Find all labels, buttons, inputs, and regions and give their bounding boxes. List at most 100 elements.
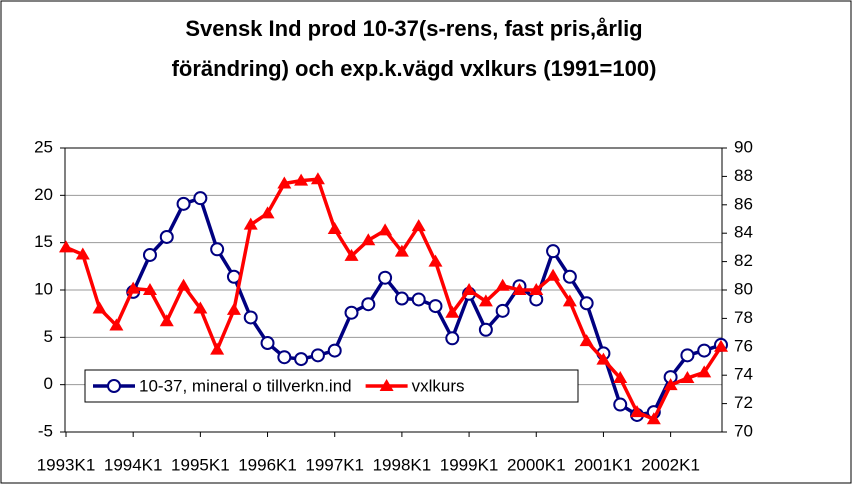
x-tick-label: 1996K1: [238, 455, 297, 474]
marker: [159, 314, 174, 327]
marker: [529, 292, 544, 307]
marker: [646, 412, 661, 425]
marker: [310, 348, 325, 363]
y-tick-label: 5: [44, 327, 53, 346]
marker: [613, 397, 628, 412]
y-tick-label: -5: [38, 421, 53, 440]
marker: [462, 283, 477, 295]
marker: [294, 173, 309, 186]
marker: [59, 240, 73, 253]
marker: [142, 247, 157, 262]
y2-tick-label: 74: [734, 365, 753, 384]
marker: [142, 283, 157, 295]
marker: [411, 292, 426, 307]
marker: [546, 244, 561, 259]
y2-tick-label: 80: [734, 279, 753, 298]
legend-box: [84, 369, 579, 403]
x-tick-label: 2001K1: [574, 455, 633, 474]
marker: [378, 223, 393, 236]
marker: [277, 350, 292, 365]
marker: [630, 405, 645, 418]
marker: [193, 191, 208, 206]
marker: [260, 206, 275, 219]
y-tick-label: 0: [44, 374, 53, 393]
marker: [495, 278, 510, 291]
x-tick-label: 2002K1: [641, 455, 700, 474]
marker: [193, 301, 208, 314]
marker: [176, 196, 191, 211]
marker: [529, 283, 544, 295]
marker: [361, 297, 376, 312]
marker: [546, 268, 561, 281]
marker: [176, 278, 191, 291]
marker: [378, 270, 393, 285]
y2-tick-label: 88: [734, 166, 753, 185]
marker: [428, 299, 443, 314]
y2-tick-label: 86: [734, 194, 753, 213]
marker: [394, 244, 409, 257]
marker: [243, 217, 258, 230]
marker: [159, 229, 174, 244]
y2-tick-label: 90: [734, 137, 753, 156]
marker: [379, 379, 394, 391]
marker: [327, 221, 342, 234]
marker: [411, 219, 426, 232]
marker: [478, 322, 493, 337]
y2-tick-label: 78: [734, 308, 753, 327]
y-tick-label: 15: [34, 232, 53, 251]
marker: [663, 378, 678, 391]
marker: [512, 283, 527, 295]
marker: [310, 172, 325, 185]
marker: [277, 176, 292, 189]
marker: [562, 294, 577, 307]
marker: [680, 348, 695, 363]
marker: [697, 365, 712, 378]
marker: [495, 303, 510, 318]
marker: [697, 343, 712, 358]
marker: [478, 294, 493, 307]
plot-area: [64, 147, 723, 433]
x-tick-label: 1993K1: [37, 455, 96, 474]
x-tick-label: 1997K1: [305, 455, 364, 474]
y2-tick-label: 84: [734, 223, 753, 242]
marker: [394, 291, 409, 306]
series-line: [65, 177, 723, 422]
marker: [344, 305, 359, 320]
marker: [107, 379, 121, 393]
x-tick-label: 1998K1: [373, 455, 432, 474]
marker: [596, 352, 611, 365]
marker: [92, 301, 107, 314]
y2-tick-label: 70: [734, 421, 753, 440]
legend-label: 10-37, mineral o tillverkn.ind: [139, 376, 352, 395]
chart-title: förändring) och exp.k.vägd vxlkurs (1991…: [172, 56, 657, 81]
marker: [243, 310, 258, 325]
marker: [680, 371, 695, 384]
marker: [361, 233, 376, 246]
marker: [109, 318, 124, 331]
y2-tick-label: 76: [734, 336, 753, 355]
marker: [294, 352, 309, 367]
x-tick-label: 1995K1: [171, 455, 230, 474]
marker: [210, 342, 225, 355]
x-tick-label: 1994K1: [104, 455, 163, 474]
marker: [210, 242, 225, 257]
marker: [579, 296, 594, 311]
marker: [75, 247, 90, 260]
y-tick-label: 20: [34, 185, 53, 204]
marker: [579, 334, 594, 347]
marker: [428, 254, 443, 267]
marker: [260, 336, 275, 351]
legend-label: vxlkurs: [412, 376, 465, 395]
x-tick-label: 2000K1: [507, 455, 566, 474]
marker: [344, 248, 359, 261]
y2-tick-label: 82: [734, 251, 753, 270]
marker: [327, 343, 342, 358]
marker: [562, 269, 577, 284]
chart-title: Svensk Ind prod 10-37(s-rens, fast pris,…: [185, 16, 642, 41]
y-tick-label: 25: [34, 137, 53, 156]
x-tick-label: 1999K1: [440, 455, 499, 474]
marker: [445, 331, 460, 346]
y-tick-label: 10: [34, 279, 53, 298]
marker: [714, 339, 728, 352]
